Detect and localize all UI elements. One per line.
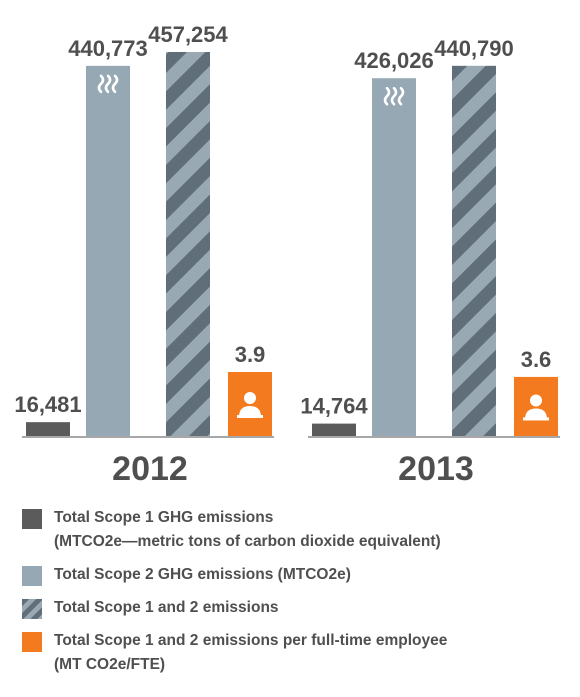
legend-line: (MT CO2e/FTE)	[54, 656, 166, 673]
data-label: 3.9	[235, 342, 266, 367]
heat-wave-stroke	[44, 436, 52, 456]
bar-2012-series-1	[26, 422, 70, 436]
legend-label-total: Total Scope 1 and 2 emissions	[54, 596, 279, 620]
data-label: 440,790	[434, 36, 514, 61]
heat-wave-stroke	[390, 86, 398, 106]
heat-wave-stroke	[97, 74, 105, 94]
legend-swatch-scope2	[22, 566, 42, 586]
legend-item-total: Total Scope 1 and 2 emissions	[22, 596, 572, 620]
bar-2012-series-3	[166, 52, 210, 436]
legend-line: (MTCO2e—metric tons of carbon dioxide eq…	[54, 533, 441, 550]
heat-waves-icon	[37, 436, 59, 456]
person-icon	[237, 392, 263, 418]
person-head	[244, 392, 256, 404]
data-label: 3.6	[521, 347, 552, 372]
bar-2013-series-3	[452, 65, 496, 436]
heat-waves-icon	[383, 86, 405, 106]
heat-wave-stroke	[337, 438, 345, 457]
legend-item-per-fte: Total Scope 1 and 2 emissions per full-t…	[22, 629, 572, 677]
legend-line: Total Scope 1 and 2 emissions	[54, 599, 279, 616]
legend-label-per-fte: Total Scope 1 and 2 emissions per full-t…	[54, 629, 447, 677]
heat-wave-stroke	[323, 438, 331, 457]
category-label: 2013	[398, 450, 474, 488]
legend-line: Total Scope 1 and 2 emissions per full-t…	[54, 632, 448, 649]
data-label: 440,773	[68, 36, 148, 61]
chart-legend: Total Scope 1 GHG emissions (MTCO2e—metr…	[22, 506, 572, 686]
legend-label-scope1: Total Scope 1 GHG emissions (MTCO2e—metr…	[54, 506, 441, 554]
person-head	[530, 394, 542, 407]
legend-swatch-scope1	[22, 509, 42, 529]
heat-waves-icon	[97, 74, 119, 94]
heat-waves-icon	[323, 438, 345, 457]
legend-line: Total Scope 2 GHG emissions (MTCO2e)	[54, 566, 351, 583]
data-label: 457,254	[148, 22, 228, 47]
heat-wave-stroke	[330, 438, 338, 457]
legend-label-scope2: Total Scope 2 GHG emissions (MTCO2e)	[54, 563, 351, 587]
heat-wave-stroke	[397, 86, 405, 106]
person-icon	[523, 394, 549, 421]
heat-wave-stroke	[111, 74, 119, 94]
data-label: 426,026	[354, 48, 434, 73]
legend-swatch-per-fte	[22, 632, 42, 652]
legend-swatch-total	[22, 599, 42, 619]
bar-2013-series-2	[372, 78, 416, 436]
heat-wave-stroke	[383, 86, 391, 106]
person-body	[239, 406, 261, 417]
bar-2013-series-1	[312, 423, 356, 436]
heat-wave-stroke	[37, 436, 45, 456]
category-label: 2012	[112, 450, 188, 488]
legend-line: Total Scope 1 GHG emissions	[54, 509, 274, 526]
legend-item-scope1: Total Scope 1 GHG emissions (MTCO2e—metr…	[22, 506, 572, 554]
person-base	[523, 417, 549, 421]
person-base	[237, 415, 263, 418]
legend-item-scope2: Total Scope 2 GHG emissions (MTCO2e)	[22, 563, 572, 587]
data-label: 16,481	[14, 392, 81, 417]
person-body	[525, 408, 547, 420]
heat-wave-stroke	[104, 74, 112, 94]
bar-2012-series-2	[86, 65, 130, 437]
heat-wave-stroke	[51, 436, 59, 456]
data-label: 14,764	[300, 394, 368, 419]
